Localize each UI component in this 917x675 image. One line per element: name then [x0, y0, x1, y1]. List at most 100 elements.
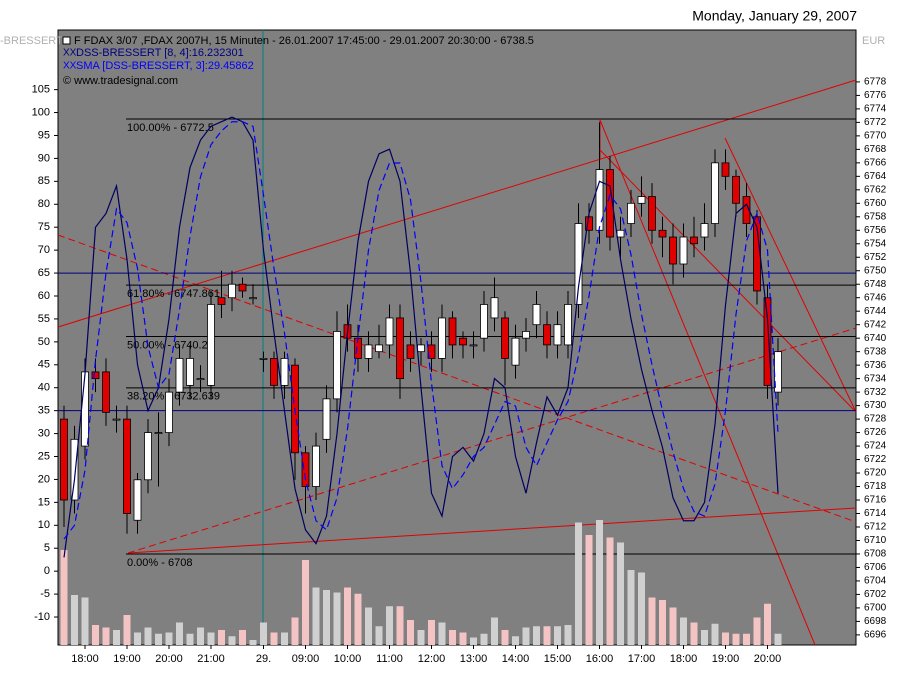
volume-bar	[312, 587, 320, 645]
volume-bar	[197, 627, 204, 645]
legend-icon: XX	[63, 61, 77, 72]
y-tick-label: 75	[38, 221, 50, 233]
volume-bar	[501, 630, 509, 645]
y2-tick-label: 6768	[864, 144, 887, 155]
volume-bar	[512, 636, 519, 645]
y-tick-label: 40	[38, 382, 50, 394]
volume-bar	[123, 615, 131, 645]
y-tick-label: 105	[32, 84, 50, 96]
y-tick-label: 50	[38, 336, 50, 348]
y2-tick-label: 6764	[864, 171, 887, 182]
candle-body	[711, 162, 719, 224]
volume-bar	[470, 637, 477, 645]
y-tick-label: 30	[38, 427, 50, 439]
volume-bar	[743, 633, 750, 645]
y2-tick-label: 6728	[864, 414, 887, 425]
candle-body	[175, 358, 184, 393]
candle-body	[133, 479, 142, 521]
right-axis-label: EUR	[862, 35, 885, 47]
candle-body	[144, 432, 152, 481]
candle-body	[81, 371, 89, 447]
candle-body	[690, 236, 698, 245]
x-tick-label: 12:00	[418, 653, 446, 665]
volume-bar	[774, 633, 782, 645]
y2-tick-label: 6732	[864, 387, 887, 398]
volume-bar	[449, 630, 456, 645]
trendline	[127, 327, 857, 554]
y2-tick-label: 6700	[864, 603, 887, 614]
y-tick-label: 85	[38, 175, 50, 187]
chart-title: Monday, January 29, 2007	[692, 8, 857, 24]
candle-body	[700, 223, 709, 238]
x-tick-label: 17:00	[628, 653, 656, 665]
volume-bar	[407, 620, 414, 645]
volume-bar	[102, 627, 110, 645]
y-tick-label: 95	[38, 129, 50, 141]
volume-bar	[375, 626, 383, 645]
volume-bar	[81, 597, 89, 645]
candle-body	[417, 344, 425, 353]
y2-tick-label: 6738	[864, 346, 887, 357]
candle-body	[627, 202, 635, 224]
y-tick-label: 20	[38, 473, 50, 485]
volume-bar	[617, 542, 624, 645]
candle-body	[459, 337, 467, 346]
y-tick-label: 10	[38, 519, 50, 531]
candle-body	[469, 344, 478, 347]
y2-tick-label: 6730	[864, 400, 887, 411]
x-tick-label: 18:00	[71, 653, 99, 665]
candle-body	[301, 452, 310, 487]
y2-tick-label: 6706	[864, 562, 887, 573]
volume-bar	[480, 633, 488, 645]
y-tick-label: -5	[40, 588, 50, 600]
volume-bar	[354, 593, 362, 645]
volume-bar	[260, 622, 267, 645]
candle-body	[228, 283, 236, 299]
y2-tick-label: 6742	[864, 319, 887, 330]
volume-bar	[522, 627, 530, 645]
y2-tick-label: 6722	[864, 454, 887, 465]
y-tick-label: 45	[38, 359, 50, 371]
volume-bar	[270, 632, 278, 645]
trendline	[57, 79, 857, 328]
x-tick-label: 18:00	[670, 653, 698, 665]
y-tick-label: 5	[44, 542, 50, 554]
candle-body	[564, 304, 572, 346]
x-tick-label: 19:00	[113, 653, 141, 665]
candle-body	[312, 445, 320, 487]
volume-bar	[722, 632, 729, 645]
volume-bar	[333, 592, 341, 645]
candle-body	[270, 358, 278, 386]
y2-tick-label: 6772	[864, 117, 887, 128]
candle-body	[70, 438, 79, 501]
candle-body	[196, 378, 205, 381]
y2-tick-label: 6716	[864, 495, 887, 506]
y2-tick-label: 6744	[864, 306, 887, 317]
y2-tick-label: 6718	[864, 481, 887, 492]
volume-bar	[291, 617, 299, 645]
legend-icon: XX	[63, 48, 77, 59]
candle-body	[679, 236, 688, 265]
volume-bar	[690, 622, 698, 645]
y2-tick-label: 6762	[864, 184, 887, 195]
candle-body	[249, 297, 257, 300]
y2-tick-label: 6740	[864, 333, 887, 344]
volume-bar	[585, 535, 593, 645]
volume-bar	[659, 600, 666, 645]
volume-bar	[249, 640, 257, 645]
legend-text: DSS-BRESSERT [8, 4]:16.232301	[76, 47, 244, 59]
candle-body	[658, 229, 667, 238]
candle-body	[616, 229, 625, 238]
y2-tick-label: 6698	[864, 616, 887, 627]
candle-body	[732, 175, 740, 204]
volume-bar	[669, 607, 677, 645]
y-tick-label: 25	[38, 450, 50, 462]
candle-body	[532, 304, 541, 326]
candle-body	[543, 324, 551, 346]
y2-tick-label: 6758	[864, 211, 887, 222]
y-tick-label: 90	[38, 152, 50, 164]
y-tick-label: -10	[34, 611, 50, 623]
volume-bar	[491, 617, 498, 645]
candle-body	[375, 344, 383, 353]
